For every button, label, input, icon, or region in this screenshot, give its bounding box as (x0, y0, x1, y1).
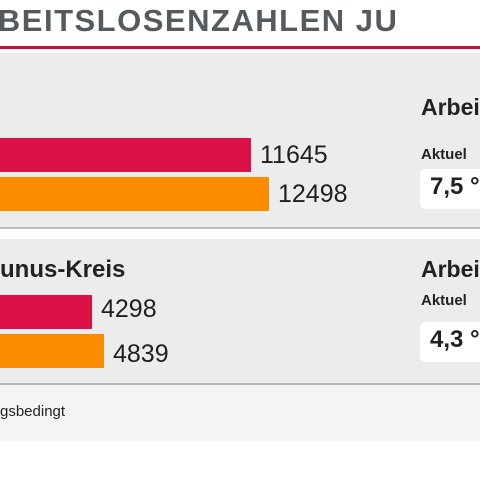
title-rule (0, 46, 480, 49)
bar-bottom-second-value: 4839 (113, 340, 169, 368)
region-title-bottom: unus-Kreis (0, 256, 126, 283)
bar-top-first (0, 138, 251, 172)
sidebar-top-title: Arbei (421, 94, 480, 120)
sidebar-top-subtitle: Aktuel (421, 146, 467, 163)
page-title: RBEITSLOSENZAHLEN JU (0, 0, 480, 44)
footnote: gsbedingt (0, 403, 66, 420)
rate-box-bottom: 4,3 ° (420, 322, 480, 362)
footnote-area (0, 385, 480, 441)
bar-bottom-first-value: 4298 (101, 295, 157, 323)
rate-box-top: 7,5 ° (420, 169, 480, 209)
panel-divider (0, 227, 480, 229)
sidebar-bottom-subtitle: Aktuel (421, 292, 467, 309)
bar-top-first-value: 11645 (260, 141, 328, 169)
bar-top-second (0, 177, 269, 211)
bar-bottom-second (0, 334, 104, 368)
page-title-text: RBEITSLOSENZAHLEN JU (0, 3, 399, 38)
panel-divider-bottom (0, 383, 480, 385)
sidebar-bottom-title: Arbei (421, 256, 480, 282)
bar-top-second-value: 12498 (278, 180, 348, 208)
rate-top-value: 7,5 ° (430, 173, 480, 200)
bar-bottom-first (0, 295, 92, 329)
rate-bottom-value: 4,3 ° (430, 326, 480, 353)
